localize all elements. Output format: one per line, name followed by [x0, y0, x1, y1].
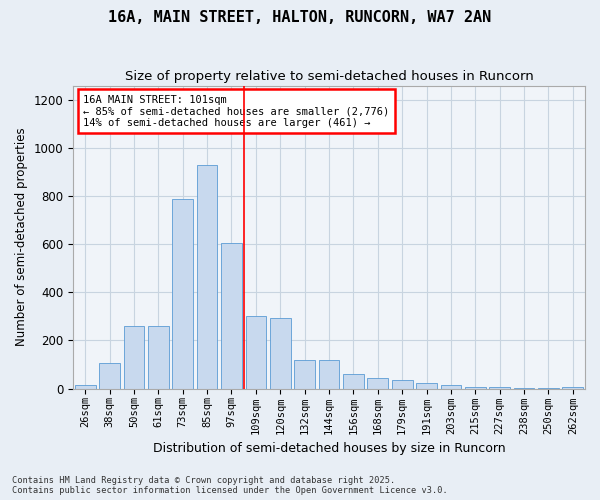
Text: 16A, MAIN STREET, HALTON, RUNCORN, WA7 2AN: 16A, MAIN STREET, HALTON, RUNCORN, WA7 2…: [109, 10, 491, 25]
Bar: [270, 318, 290, 388]
Bar: [75, 385, 95, 388]
Text: Contains HM Land Registry data © Crown copyright and database right 2025.
Contai: Contains HM Land Registry data © Crown c…: [12, 476, 448, 495]
Bar: [245, 316, 266, 388]
Bar: [172, 198, 193, 388]
Bar: [294, 360, 315, 388]
Bar: [221, 243, 242, 388]
Bar: [440, 385, 461, 388]
Bar: [465, 386, 485, 388]
Bar: [367, 378, 388, 388]
Y-axis label: Number of semi-detached properties: Number of semi-detached properties: [15, 128, 28, 346]
X-axis label: Distribution of semi-detached houses by size in Runcorn: Distribution of semi-detached houses by …: [153, 442, 505, 455]
Bar: [99, 364, 120, 388]
Bar: [319, 360, 340, 388]
Bar: [392, 380, 413, 388]
Bar: [343, 374, 364, 388]
Title: Size of property relative to semi-detached houses in Runcorn: Size of property relative to semi-detach…: [125, 70, 533, 83]
Bar: [562, 386, 583, 388]
Bar: [416, 382, 437, 388]
Text: 16A MAIN STREET: 101sqm
← 85% of semi-detached houses are smaller (2,776)
14% of: 16A MAIN STREET: 101sqm ← 85% of semi-de…: [83, 94, 389, 128]
Bar: [124, 326, 145, 388]
Bar: [148, 326, 169, 388]
Bar: [197, 165, 217, 388]
